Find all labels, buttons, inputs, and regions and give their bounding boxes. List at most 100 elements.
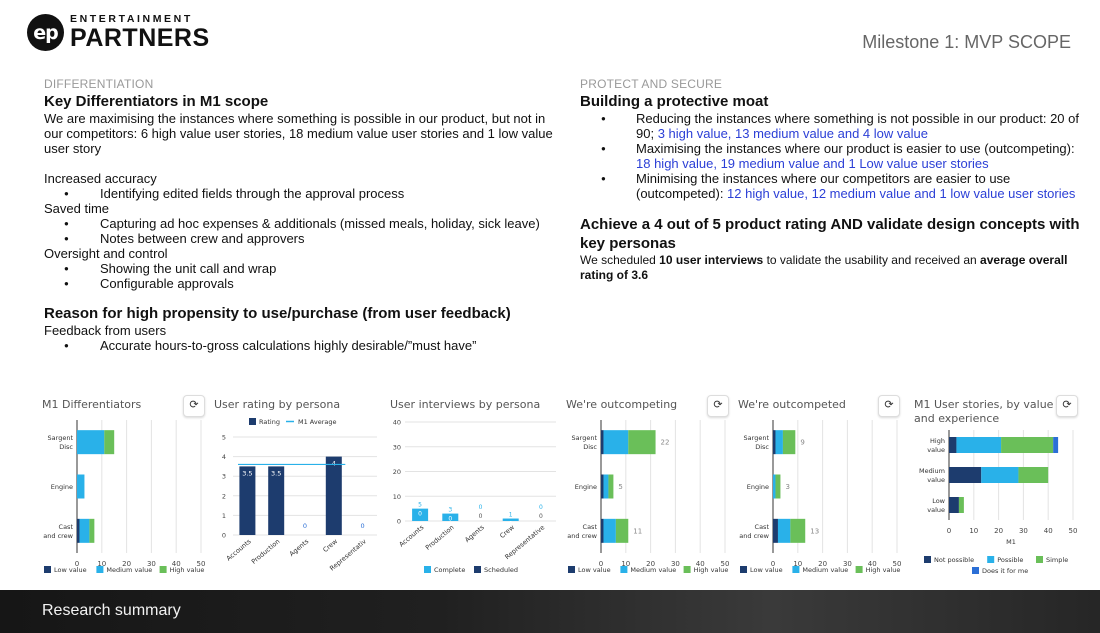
bar-segment (782, 430, 796, 455)
legend-swatch (96, 566, 104, 573)
x-axis-label: M1 (1006, 538, 1016, 546)
chart-title: We're outcompeting (566, 398, 678, 411)
refresh-button[interactable]: ⟳ (183, 395, 205, 417)
left-heading: Key Differentiators in M1 scope (44, 93, 269, 110)
bar-segment (77, 474, 85, 499)
legend-label: Rating (259, 418, 280, 426)
y-category-label: value (927, 446, 945, 454)
legend-swatch (924, 556, 931, 563)
legend-swatch (620, 566, 628, 573)
x-tick-label: 40 (868, 560, 877, 568)
bar-segment (773, 430, 776, 455)
x-category-label: Production (250, 537, 282, 565)
x-category-label: Accounts (225, 537, 253, 563)
bar-segment (601, 430, 604, 455)
data-label: 0 (448, 516, 452, 523)
chart-title: M1 Differentiators (42, 398, 142, 411)
bar-segment (603, 474, 609, 499)
legend-swatch (792, 566, 800, 573)
bullet-item: Notes between crew and approvers (44, 231, 554, 246)
legend-label: High value (866, 566, 901, 574)
bar (268, 466, 285, 535)
y-tick-label: 0 (222, 532, 226, 540)
bar-segment (958, 497, 964, 513)
chart-title: User rating by persona (214, 398, 341, 411)
refresh-button[interactable]: ⟳ (707, 395, 729, 417)
x-tick-label: 40 (696, 560, 705, 568)
legend-label: Medium value (106, 566, 152, 574)
data-label: 0 (479, 504, 483, 511)
bar (412, 508, 429, 521)
x-tick-label: 30 (1019, 527, 1028, 535)
bar-segment (77, 518, 80, 543)
y-tick-label: 2 (222, 492, 226, 500)
chart-title: User interviews by persona (390, 398, 541, 411)
bar-segment (79, 518, 90, 543)
left-heading-2: Reason for high propensity to use/purcha… (44, 305, 511, 322)
chart-user-stories: M1 User stories, by value and experience… (912, 392, 1082, 582)
bar-segment (603, 430, 629, 455)
right-heading: Building a protective moat (580, 93, 769, 110)
total-label: 22 (661, 439, 670, 447)
y-tick-label: 0 (397, 518, 401, 526)
x-category-label: Agents (463, 523, 486, 544)
milestone-title: Milestone 1: MVP SCOPE (862, 32, 1071, 52)
x-tick-label: 10 (793, 560, 802, 568)
x-tick-label: 40 (1044, 527, 1053, 535)
x-category-label: Accounts (398, 523, 426, 549)
legend-label: High value (170, 566, 205, 574)
bar (325, 456, 342, 535)
interviews-paragraph: We scheduled 10 user interviews to valid… (580, 253, 1068, 282)
group-label: Increased accuracy (44, 171, 157, 186)
refresh-button[interactable]: ⟳ (878, 395, 900, 417)
legend-swatch (474, 566, 481, 573)
bar-segment (1001, 437, 1054, 453)
x-tick-label: 20 (646, 560, 655, 568)
total-label: 3 (785, 483, 789, 491)
y-category-label: Cast (59, 523, 74, 531)
bar-segment (775, 474, 781, 499)
right-kicker: PROTECT AND SECURE (580, 77, 723, 91)
x-tick-label: 0 (771, 560, 775, 568)
data-label: 5 (418, 502, 422, 509)
bar-segment (949, 497, 959, 513)
total-label: 11 (633, 527, 642, 535)
bar (442, 513, 459, 521)
legend-swatch (972, 567, 979, 574)
y-category-label: value (927, 476, 945, 484)
y-tick-label: 20 (393, 468, 401, 476)
x-tick-label: 10 (969, 527, 978, 535)
legend-label: Does it for me (982, 567, 1028, 575)
data-label: 1 (509, 512, 513, 519)
legend-label: Low value (578, 566, 611, 574)
total-label: 9 (800, 439, 804, 447)
legend-swatch (159, 566, 167, 573)
bar (239, 466, 256, 535)
x-category-label: Agents (288, 537, 311, 558)
chart-title: We're outcompeted (738, 398, 846, 411)
data-label: 3.5 (242, 469, 252, 477)
y-category-label: Sargent (48, 434, 74, 442)
bar-segment (601, 474, 604, 499)
logo-bottom-text: PARTNERS (70, 23, 210, 52)
bar-segment (790, 518, 806, 543)
bullet-item: Reducing the instances where something i… (580, 111, 1080, 141)
chart-svg: 01020304050Accounts30Production00Agents1… (393, 419, 556, 574)
logo: ep ENTERTAINMENT PARTNERS (27, 14, 210, 51)
bar-segment (981, 467, 1019, 483)
y-category-label: Disc (755, 443, 769, 451)
data-label: 3 (448, 507, 452, 514)
bar-segment (615, 518, 629, 543)
y-category-label: Sargent (744, 434, 770, 442)
chart-outcompeting: We're outcompeting ⟳ 0 10 20 30 40 50 Sargent D… (564, 392, 734, 582)
chart-title: M1 User stories, by value and experience (914, 398, 1054, 425)
bar-segment (949, 437, 957, 453)
legend-swatch (740, 566, 747, 573)
y-tick-label: 5 (222, 434, 226, 442)
total-label: 5 (618, 483, 622, 491)
y-category-label: Disc (583, 443, 597, 451)
refresh-button[interactable]: ⟳ (1056, 395, 1078, 417)
y-category-label: High (930, 437, 945, 445)
